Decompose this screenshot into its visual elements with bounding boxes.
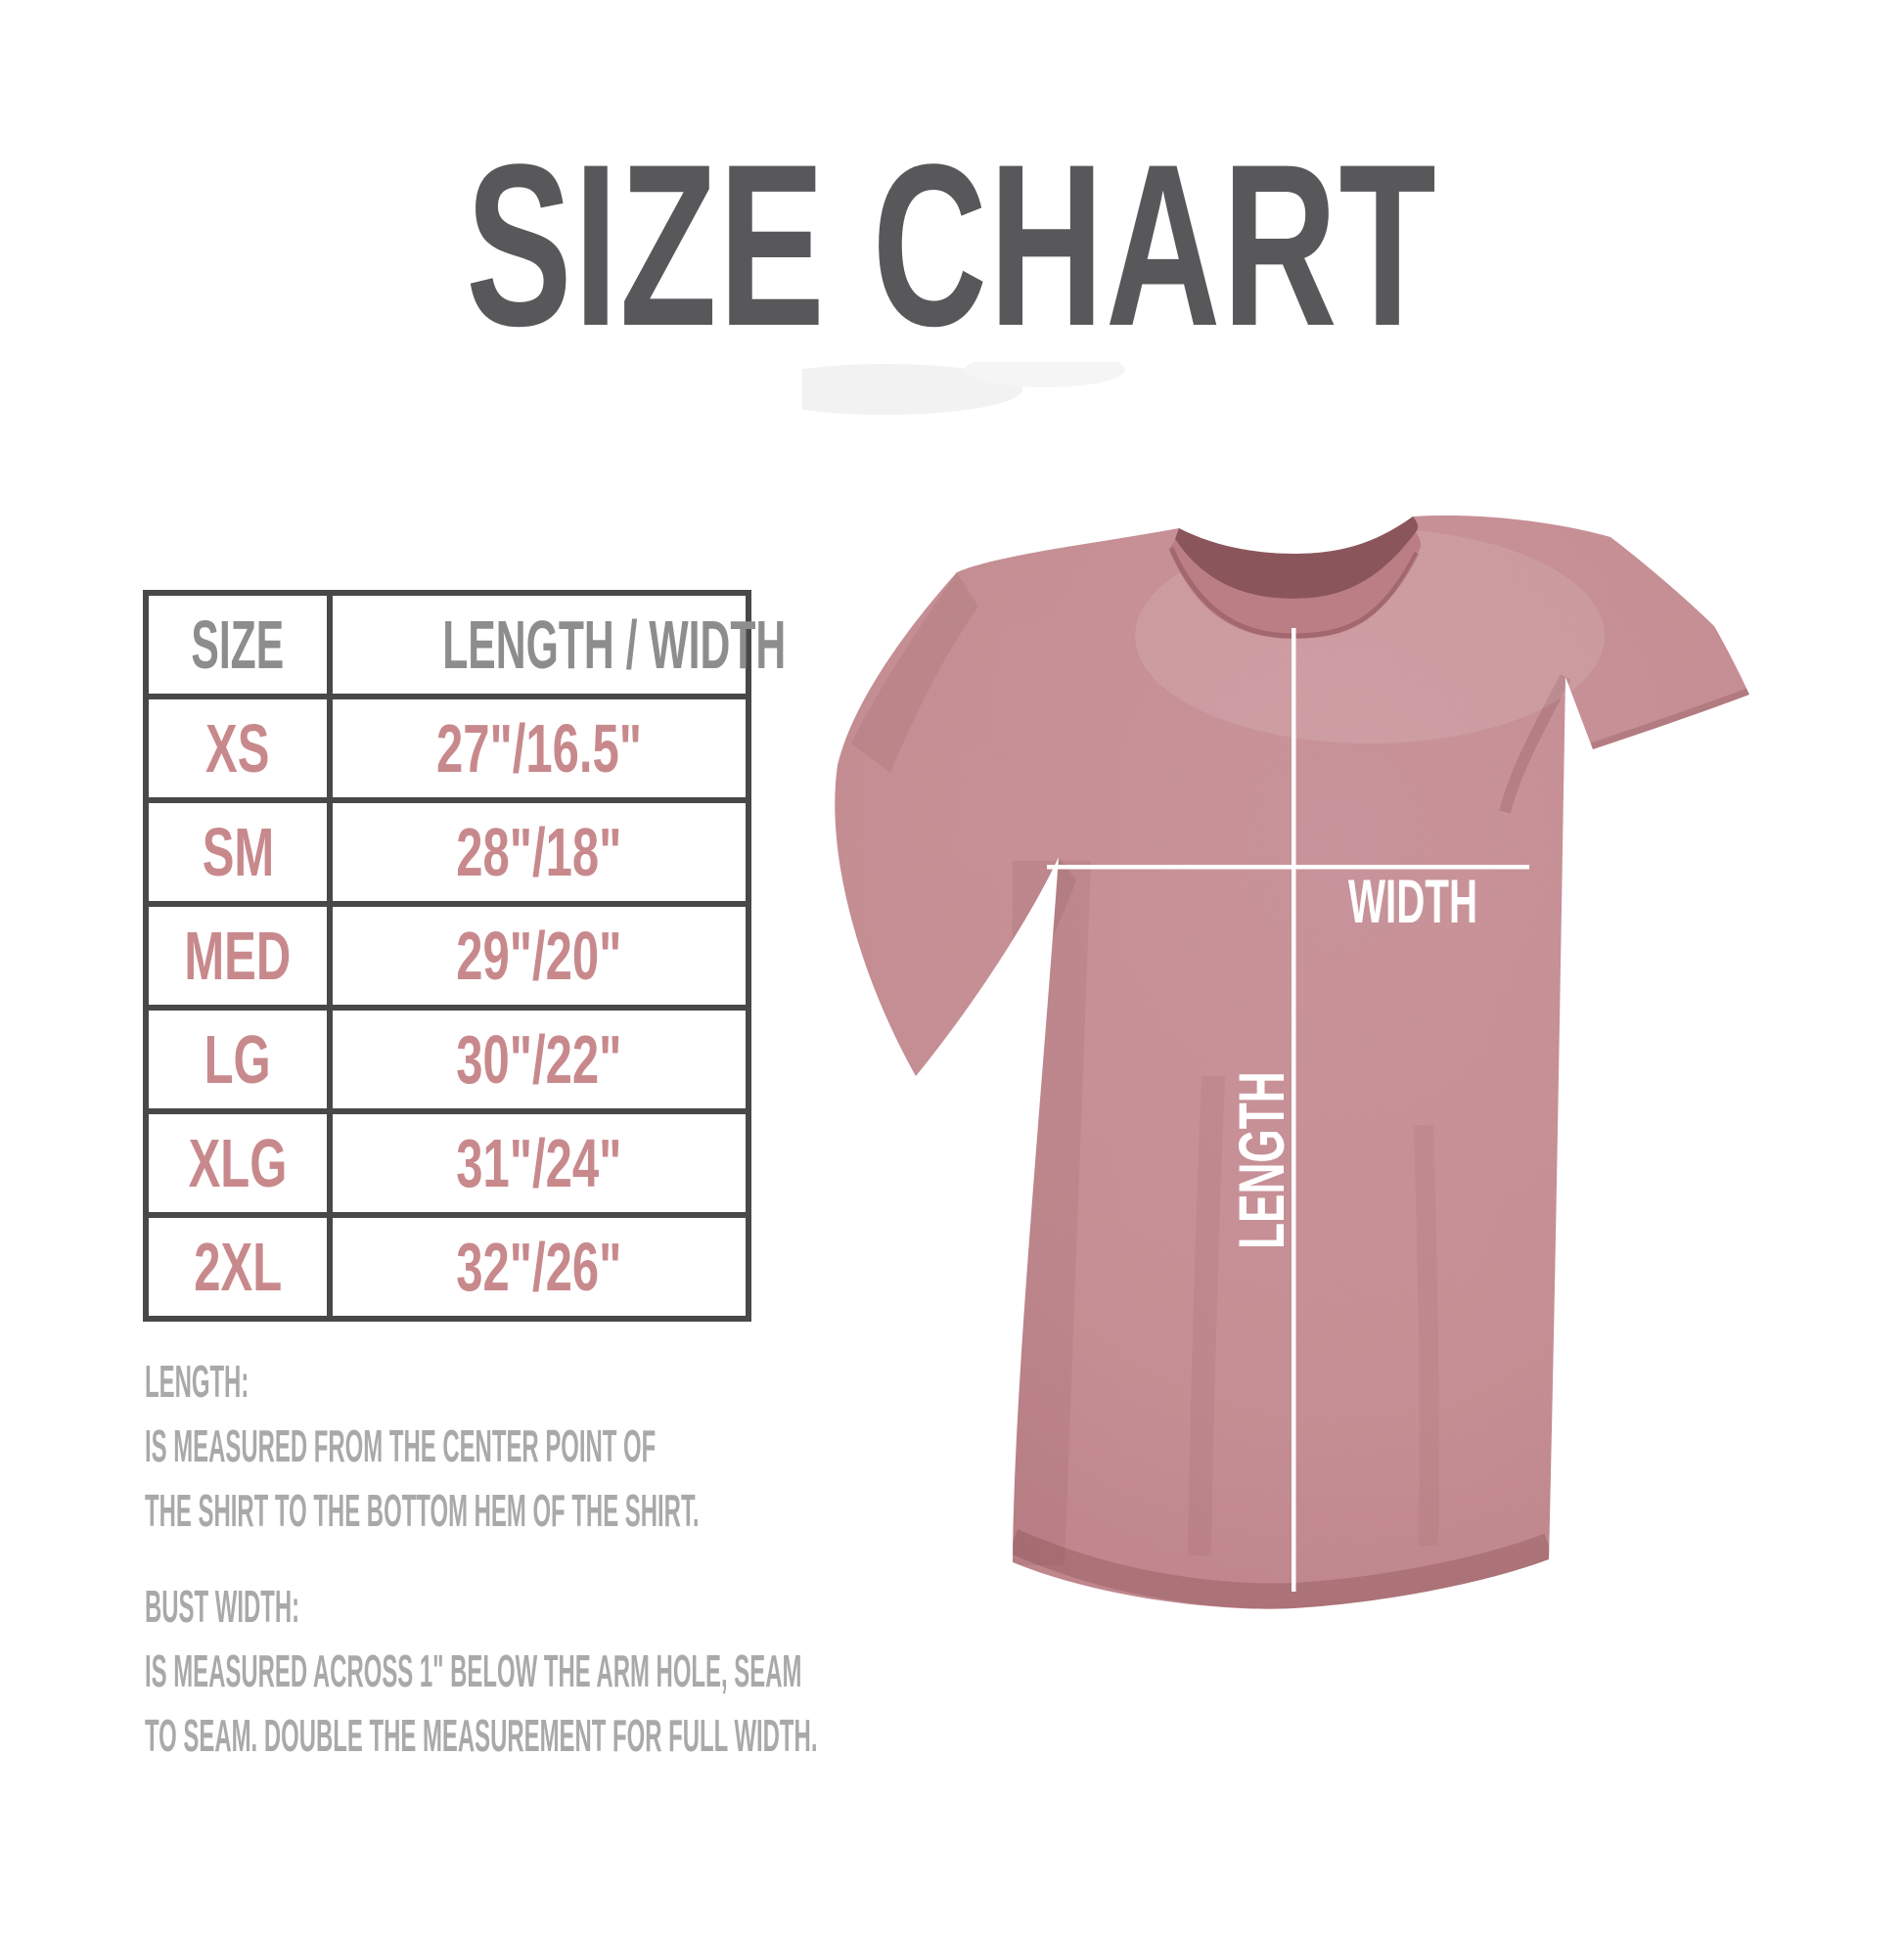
value-cell: 30"/22" — [327, 1005, 751, 1114]
bust-width-note-line: TO SEAM. DOUBLE THE MEASUREMENT FOR FULL… — [145, 1710, 818, 1761]
shirt-shading — [835, 515, 1749, 1609]
value-cell: 27"/16.5" — [327, 694, 751, 803]
length-note-line: IS MEASURED FROM THE CENTER POINT OF — [145, 1420, 657, 1471]
length-note-heading: LENGTH: — [145, 1356, 249, 1407]
measurement-notes: LENGTH: IS MEASURED FROM THE CENTER POIN… — [145, 1349, 1438, 1768]
value-cell: 29"/20" — [327, 901, 751, 1011]
length-label: LENGTH — [1225, 1071, 1297, 1249]
table-row: XS 27"/16.5" — [143, 694, 751, 803]
value-cell: 31"/24" — [327, 1108, 751, 1218]
size-cell: 2XL — [143, 1212, 333, 1322]
bust-width-note-line: IS MEASURED ACROSS 1" BELOW THE ARM HOLE… — [145, 1645, 802, 1696]
value-cell: 28"/18" — [327, 797, 751, 907]
table-row: XLG 31"/24" — [143, 1108, 751, 1218]
length-measure-line — [1292, 628, 1296, 1592]
size-table: SIZE LENGTH / WIDTH XS 27"/16.5" SM 28"/… — [143, 590, 786, 1322]
page-title: SIZE CHART — [0, 130, 1904, 361]
width-measure-line — [1047, 865, 1529, 870]
size-cell: MED — [143, 901, 333, 1011]
size-cell: LG — [143, 1005, 333, 1114]
value-cell: 32"/26" — [327, 1212, 751, 1322]
width-label: WIDTH — [1348, 868, 1477, 936]
tshirt-diagram: WIDTH LENGTH — [802, 362, 1749, 1609]
table-row: LG 30"/22" — [143, 1005, 751, 1114]
length-note: LENGTH: IS MEASURED FROM THE CENTER POIN… — [145, 1349, 1438, 1543]
size-cell: SM — [143, 797, 333, 907]
collar-band — [1169, 532, 1422, 639]
length-note-line: THE SHIRT TO THE BOTTOM HEM OF THE SHIRT… — [145, 1485, 700, 1536]
bust-width-note: BUST WIDTH: IS MEASURED ACROSS 1" BELOW … — [145, 1574, 1438, 1768]
size-cell: XLG — [143, 1108, 333, 1218]
header-cell-length-width: LENGTH / WIDTH — [327, 590, 786, 699]
background-smudge — [965, 362, 1125, 387]
collar-inner-shadow — [1175, 517, 1419, 599]
table-row: SM 28"/18" — [143, 797, 751, 907]
table-row: MED 29"/20" — [143, 901, 751, 1011]
table-header-row: SIZE LENGTH / WIDTH — [143, 590, 786, 699]
header-cell-size: SIZE — [143, 590, 333, 699]
background-smudge — [802, 364, 1022, 415]
bust-width-note-heading: BUST WIDTH: — [145, 1581, 300, 1632]
size-cell: XS — [143, 694, 333, 803]
table-row: 2XL 32"/26" — [143, 1212, 751, 1322]
page-title-text: SIZE CHART — [466, 116, 1438, 375]
